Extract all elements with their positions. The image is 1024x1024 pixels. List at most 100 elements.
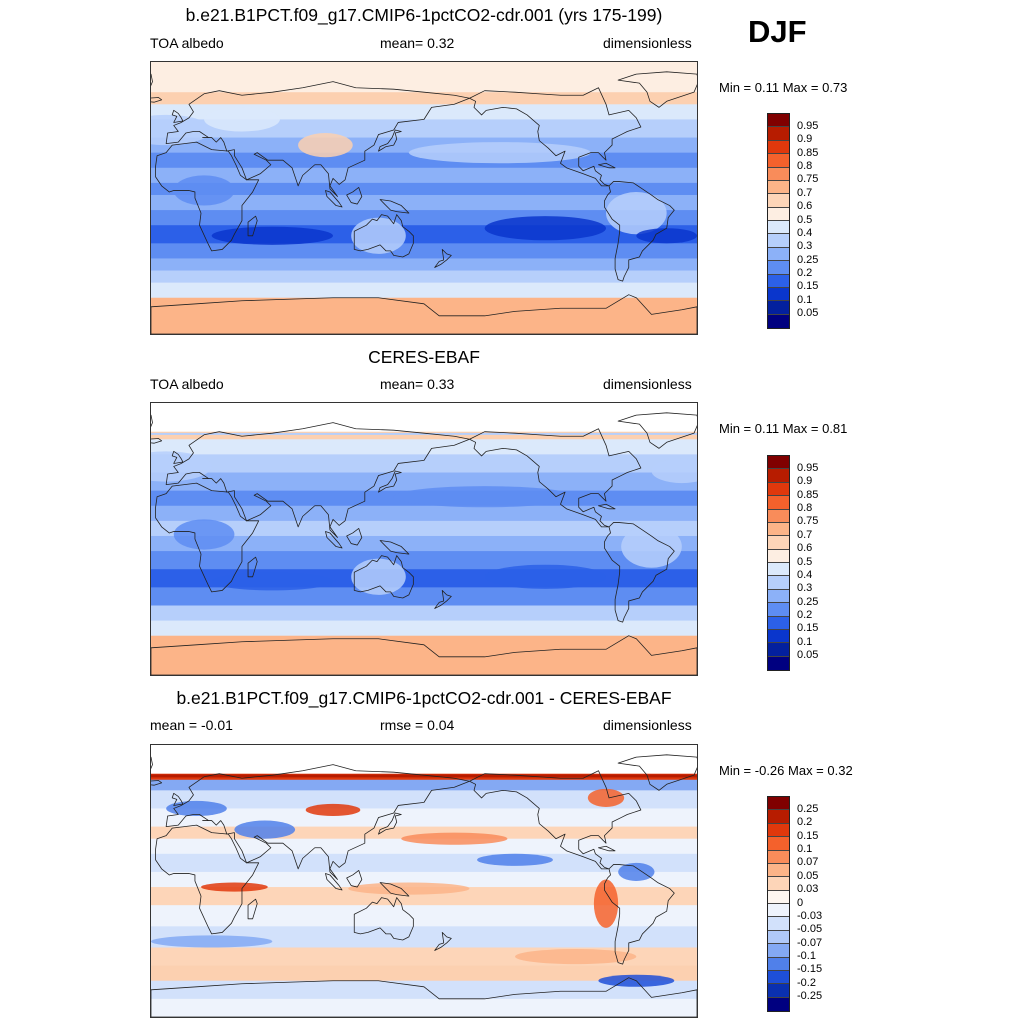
- colorbar-swatch: [768, 194, 789, 208]
- shading-anomaly: [587, 788, 625, 807]
- coastline-antarctica: [151, 294, 697, 334]
- colorbar-tick-label: 0.25: [797, 802, 819, 815]
- panel-2-units: dimensionless: [603, 376, 692, 392]
- coastline-namerica: [469, 428, 642, 528]
- shading-anomaly: [351, 558, 406, 595]
- coastline-cuba: [598, 162, 616, 169]
- colorbar-tick-label: 0.5: [797, 213, 813, 226]
- shading-band: [151, 258, 697, 272]
- coastline-newguinea: [379, 199, 410, 214]
- colorbar-tick-label: -0.1: [797, 950, 816, 962]
- colorbar-swatch: [768, 261, 789, 275]
- colorbar-tick-label: 0.95: [797, 461, 819, 474]
- colorbar-tick-label: 0.75: [797, 515, 819, 528]
- shading-band: [151, 926, 697, 948]
- colorbar-swatch: [768, 629, 789, 644]
- coastline-madagascar: [247, 215, 258, 237]
- shading-band: [151, 505, 697, 522]
- shading-band: [151, 905, 697, 927]
- shading-band: [151, 587, 697, 606]
- colorbar-swatch: [768, 456, 789, 470]
- coastline-uk: [171, 450, 184, 464]
- coastline-iceland: [151, 97, 163, 103]
- colorbar-swatch: [768, 837, 789, 851]
- colorbar-tick-label: 0.25: [797, 595, 819, 608]
- shading-anomaly: [211, 226, 333, 245]
- panel-2-colorbar: [767, 455, 790, 671]
- shading-band: [151, 182, 697, 196]
- colorbar-tick-label: 0.8: [797, 502, 813, 514]
- colorbar-swatch: [768, 482, 789, 497]
- colorbar-swatch: [768, 287, 789, 302]
- colorbar-swatch: [768, 234, 789, 248]
- coastline-nz: [434, 590, 452, 609]
- colorbar-tick-label: 0: [797, 896, 804, 909]
- shading-band: [151, 282, 697, 299]
- panel-1-mean: mean= 0.32: [380, 35, 455, 51]
- colorbar-swatch: [768, 797, 789, 811]
- shading-anomaly: [204, 107, 280, 132]
- colorbar-tick-label: 0.05: [797, 649, 819, 662]
- shading-anomaly: [393, 486, 576, 508]
- panel-1-units: dimensionless: [603, 35, 692, 51]
- colorbar-swatch: [768, 536, 789, 550]
- colorbar-swatch: [768, 496, 789, 510]
- colorbar-tick-label: 0.1: [797, 293, 813, 306]
- panel-2-variable: TOA albedo: [150, 376, 224, 392]
- colorbar-swatch: [768, 877, 789, 891]
- colorbar-swatch: [768, 603, 789, 617]
- arctic-edge-band: [151, 774, 697, 778]
- coastline-madagascar: [247, 556, 258, 578]
- coastline-eurasia: [165, 422, 470, 538]
- coastline-samerica: [604, 181, 675, 282]
- coastline-japan: [378, 470, 402, 493]
- colorbar-tick-label: 0.7: [797, 528, 813, 541]
- shading-band: [151, 871, 697, 888]
- colorbar-tick-label: -0.05: [797, 923, 823, 936]
- shading-anomaly: [151, 935, 273, 948]
- shading-band: [151, 535, 697, 552]
- colorbar-tick-label: 0.05: [797, 307, 819, 320]
- coastline-antarctica: [151, 635, 697, 675]
- shading-band: [151, 779, 697, 791]
- colorbar-swatch: [768, 563, 789, 577]
- colorbar-tick-label: 0.05: [797, 869, 819, 882]
- shading-band: [151, 439, 697, 455]
- colorbar-swatch: [768, 656, 789, 670]
- colorbar-swatch: [768, 970, 789, 985]
- panel-2-mean: mean= 0.33: [380, 376, 455, 392]
- colorbar-swatch: [768, 154, 789, 168]
- shading-band: [151, 104, 697, 120]
- colorbar-tick-label: 0.4: [797, 226, 813, 239]
- colorbar-swatch: [768, 274, 789, 288]
- colorbar-tick-label: 0.2: [797, 609, 813, 621]
- coastline-africa: [155, 824, 260, 935]
- coastline-australia: [353, 897, 414, 941]
- colorbar-tick-label: 0.6: [797, 200, 813, 213]
- coastline-cuba: [598, 503, 616, 510]
- map-canvas: [151, 403, 697, 675]
- coastline-antarctica: [151, 977, 697, 1017]
- colorbar-tick-label: 0.15: [797, 622, 819, 635]
- shading-band: [151, 92, 697, 105]
- coastline-sumatra: [325, 190, 343, 208]
- shading-anomaly: [606, 191, 667, 235]
- shading-anomaly: [211, 572, 333, 591]
- coastline-greenland2: [617, 754, 697, 791]
- arctic-edge-band: [151, 432, 697, 435]
- panel-2-min-max: Min = 0.11 Max = 0.81: [719, 421, 848, 436]
- coastline-africa: [155, 141, 260, 252]
- shading-band: [151, 62, 697, 93]
- coastline-madagascar: [247, 898, 258, 920]
- shading-anomaly: [348, 882, 470, 895]
- shading-band: [151, 745, 697, 775]
- coastline-africa: [155, 482, 260, 593]
- coastline-samerica: [604, 864, 675, 965]
- shading-band: [151, 243, 697, 259]
- shading-anomaly: [484, 564, 606, 589]
- colorbar-swatch: [768, 167, 789, 181]
- colorbar-tick-label: 0.75: [797, 173, 819, 186]
- colorbar-swatch: [768, 127, 789, 141]
- colorbar-swatch: [768, 643, 789, 657]
- shading-anomaly: [651, 458, 697, 484]
